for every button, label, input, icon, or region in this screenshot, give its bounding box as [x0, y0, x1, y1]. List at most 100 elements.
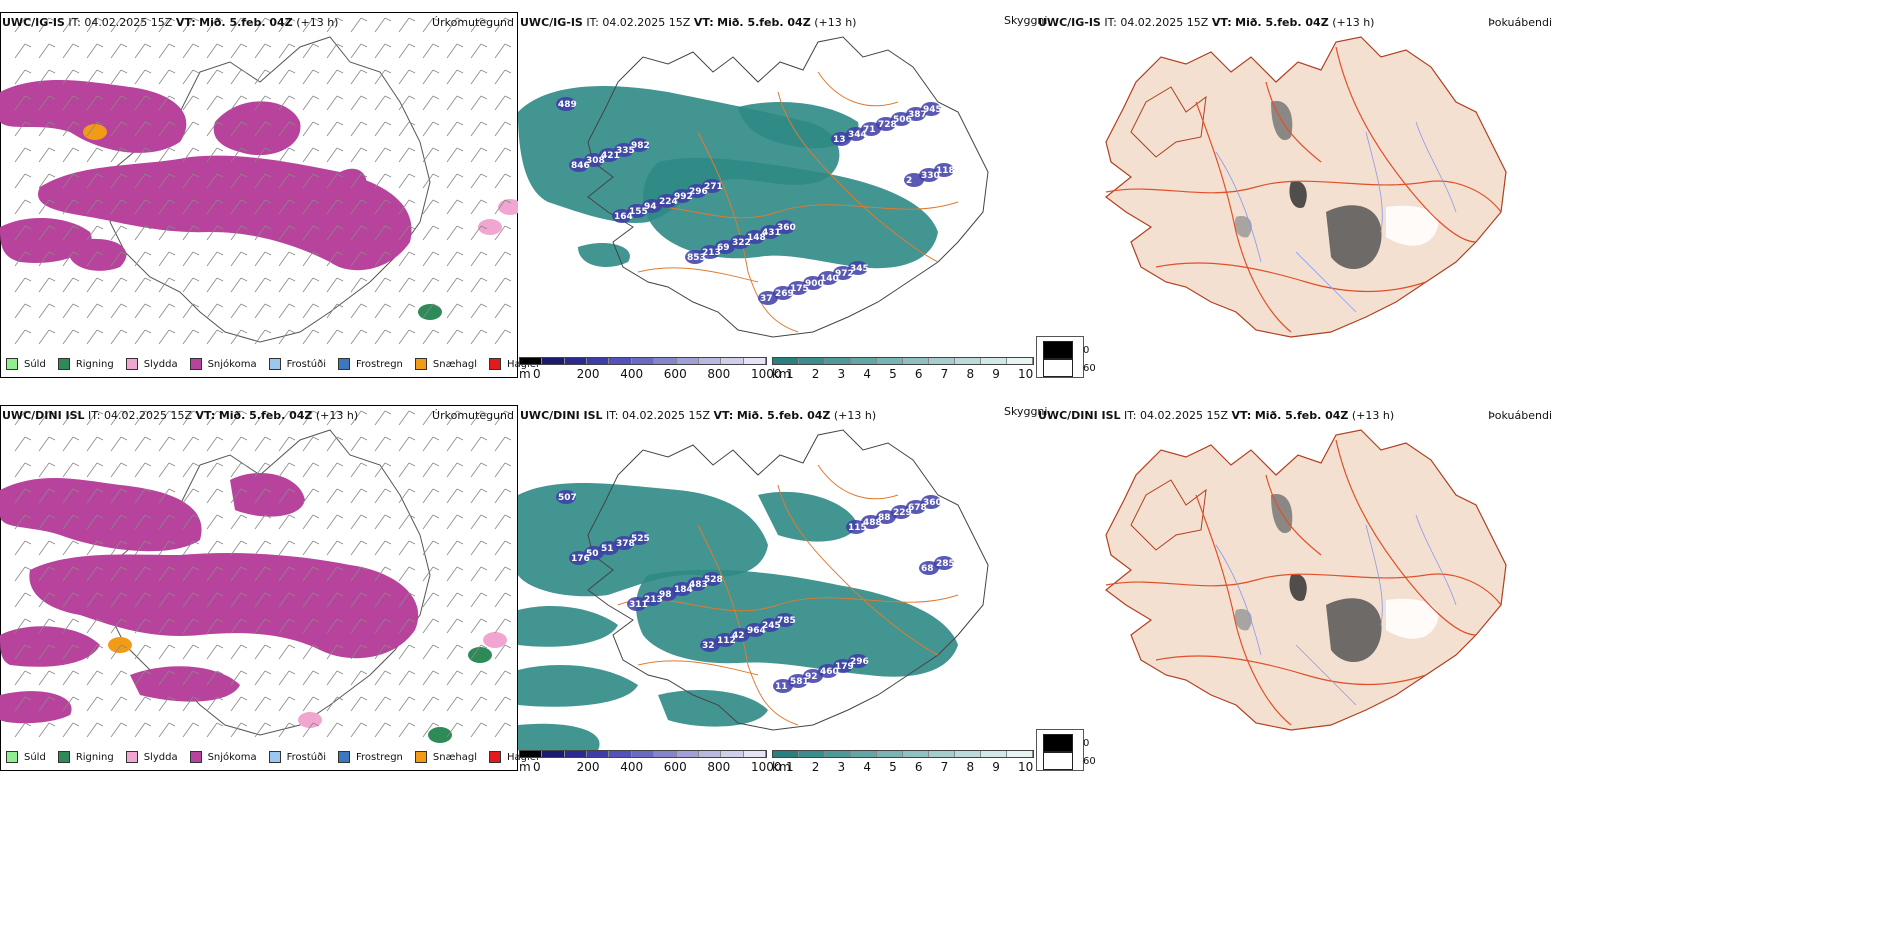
wind-barb [230, 329, 248, 345]
wind-barb [254, 329, 272, 345]
wind-barb [134, 147, 152, 163]
westfjords [1130, 86, 1207, 158]
legend-label: Rigning [75, 751, 114, 763]
wind-barb [422, 436, 440, 452]
wind-barb [206, 644, 224, 660]
wind-barb [494, 17, 512, 33]
snow-area [38, 155, 412, 271]
snow-depth-cell [788, 281, 808, 295]
wind-barb [278, 277, 296, 293]
wind-barb [422, 670, 440, 686]
wind-barb [494, 121, 512, 137]
vis-cbar-tick: 3 [837, 367, 846, 381]
wind-barb [326, 329, 344, 345]
wind-barb [350, 722, 368, 738]
wind-barb [134, 17, 152, 33]
wind-barb [110, 436, 128, 452]
fog-cbar-value: 0 [1083, 737, 1090, 749]
wind-barb [14, 540, 32, 556]
wind-barb [398, 303, 416, 319]
wind-barb [326, 696, 344, 712]
wind-barb [14, 592, 32, 608]
wind-barb [230, 251, 248, 267]
wind-barb [230, 410, 248, 426]
wind-barb [158, 566, 176, 582]
wind-barb [62, 277, 80, 293]
snow-depth-label: 945 [923, 105, 942, 115]
river [1215, 544, 1262, 656]
wind-barb [134, 514, 152, 530]
panel-title: Þokuábendi [1488, 16, 1552, 29]
model-header: UWC/IG-IS IT: 04.02.2025 15Z VT: Mið. 5.… [520, 16, 857, 29]
wind-barb [494, 251, 512, 267]
wind-barb [206, 277, 224, 293]
wind-barb [494, 566, 512, 582]
legend-label: Slydda [143, 751, 178, 763]
wind-barb [182, 251, 200, 267]
wind-barb [326, 644, 344, 660]
wind-barb [158, 17, 176, 33]
wind-barb [230, 147, 248, 163]
wind-barb [494, 644, 512, 660]
wind-barb [422, 69, 440, 85]
legend-item: Súld [6, 358, 46, 370]
wind-barb [134, 225, 152, 241]
wind-barb [446, 514, 464, 530]
snow-cbar-tick: 800 [707, 760, 731, 774]
wind-barb [134, 95, 152, 111]
wind-barb [206, 722, 224, 738]
wind-barb [302, 329, 320, 345]
wind-barb [182, 173, 200, 189]
vis-cbar-segment [1007, 358, 1033, 364]
snow-depth-cell [569, 551, 589, 565]
wind-barb [254, 644, 272, 660]
wind-barb [350, 173, 368, 189]
wind-barb [14, 17, 32, 33]
snow-cbar-segment [721, 358, 744, 364]
legend-item: Frostúði [268, 751, 326, 763]
wind-barb [374, 670, 392, 686]
wind-barb [182, 95, 200, 111]
fog-index-area [1386, 598, 1439, 639]
wind-barb [446, 462, 464, 478]
wind-barb [38, 147, 56, 163]
vis-cbar-tick: 5 [889, 760, 897, 774]
snow-depth-cell [556, 97, 576, 111]
wind-barb [134, 329, 152, 345]
road [637, 267, 759, 283]
wind-barb [398, 43, 416, 59]
wind-barb [350, 121, 368, 137]
wind-barb [350, 592, 368, 608]
vis-cbar-tick: 9 [992, 760, 1000, 774]
wind-barb [446, 592, 464, 608]
legend-label: Frostúði [286, 358, 326, 370]
wind-barb [278, 462, 296, 478]
snow-depth-label: 335 [616, 146, 635, 156]
road [777, 484, 939, 656]
wind-barb [374, 147, 392, 163]
snow-depth-label: 155 [629, 207, 648, 217]
wind-barb [350, 199, 368, 215]
wind-barb [494, 540, 512, 556]
vis-cbar-tick: 6 [914, 367, 923, 381]
wind-barb [254, 147, 272, 163]
wind-barb [86, 147, 104, 163]
wind-barb [14, 225, 32, 241]
snow-depth-label: 285 [936, 559, 955, 569]
wind-barb [302, 303, 320, 319]
wind-barb [110, 592, 128, 608]
wind-barb [206, 69, 224, 85]
wind-barb [422, 95, 440, 111]
wind-barb [374, 514, 392, 530]
visibility-map-1: 4899822713603459453352964319723874219921… [518, 36, 989, 338]
snow-depth-cell [775, 613, 795, 627]
wind-barb [446, 436, 464, 452]
wind-barb [14, 696, 32, 712]
wind-barb [134, 199, 152, 215]
low-visibility-area [758, 491, 858, 542]
wind-barb [326, 514, 344, 530]
river [1295, 644, 1357, 706]
wind-barb [350, 277, 368, 293]
snow-depth-cell [672, 582, 692, 596]
fog-cbar-swatch [1043, 752, 1073, 770]
